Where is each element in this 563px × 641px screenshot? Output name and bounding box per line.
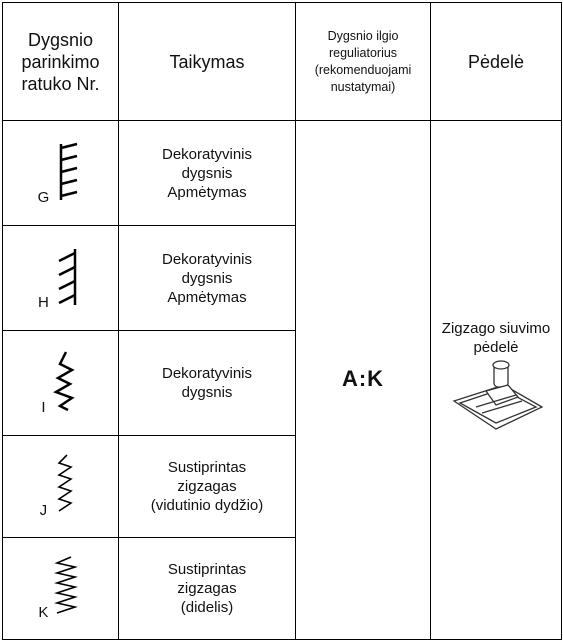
stitch-cell: K: [2, 537, 119, 640]
text-line: Dygsnio ilgio: [327, 28, 399, 43]
presser-foot-icon: [452, 359, 544, 430]
header-cell: Dygsnio ilgio reguliatorius (rekomenduojam…: [295, 2, 431, 121]
row: K Sustiprintas zigzagas (didelis): [2, 537, 562, 640]
length-cell: A:K: [295, 120, 431, 640]
stitch-icon: [52, 350, 75, 411]
application-cell: Sustiprintas zigzagas (vidutinio dydžio): [118, 435, 296, 538]
header-cell: Dygsnio parinkimo ratuko Nr.: [2, 2, 119, 121]
foot-cell: Zigzago siuvimo pėdelė: [430, 120, 562, 640]
text-line: Apmėtymas: [167, 288, 247, 306]
text-line: ratuko Nr.: [21, 73, 100, 94]
stitch-cell: G: [2, 120, 119, 226]
text-line: zigzagas: [177, 580, 237, 597]
text-line: Apmėtymas: [167, 183, 247, 201]
stitch-icon: [58, 248, 77, 305]
row: J Sustiprintas zigzagas (vidutinio dydžio): [2, 435, 562, 538]
text-line: Taikymas: [169, 51, 245, 72]
header-row: Dygsnio parinkimo ratuko Nr. Taikymas Dygs…: [2, 2, 562, 121]
text-line: (rekomenduojami: [314, 62, 412, 77]
text-line: Pėdelė: [467, 51, 525, 72]
text-line: Dygsnio: [27, 29, 94, 50]
text-line: zigzagas: [177, 478, 237, 495]
text-line: dygsnis: [181, 384, 233, 401]
text-line: Zigzago siuvimo: [441, 319, 551, 337]
length-setting: A:K: [341, 366, 385, 391]
text-line: pėdelė: [473, 338, 519, 356]
stitch-cell: H: [2, 225, 119, 331]
stitch-letter: K: [38, 604, 49, 621]
text-line: Dekoratyvinis: [161, 250, 253, 268]
application-cell: Dekoratyvinis dygsnis: [118, 330, 296, 436]
stitch-cell: J: [2, 435, 119, 538]
row: H Dekoratyvinis dygsnis Apmėtymas: [2, 225, 562, 331]
text-line: nustatymai): [330, 79, 396, 94]
text-line: dygsnis: [181, 164, 233, 182]
header-cell: Taikymas: [118, 2, 296, 121]
application-cell: Sustiprintas zigzagas (didelis): [118, 537, 296, 640]
text-line: Dekoratyvinis: [161, 145, 253, 163]
stitch-letter: G: [37, 188, 50, 206]
header-cell: Pėdelė: [430, 2, 562, 121]
stitch-letter: J: [39, 502, 48, 519]
foot-name: Zigzago siuvimo pėdelė: [431, 319, 561, 357]
text-line: parinkimo: [21, 51, 100, 72]
stitch-icon: [53, 556, 78, 614]
text-line: Sustiprintas: [167, 561, 247, 578]
text-line: (didelis): [180, 599, 234, 616]
application-cell: Dekoratyvinis dygsnis Apmėtymas: [118, 120, 296, 226]
stitch-icon: [60, 142, 78, 200]
stitch-icon: [57, 454, 74, 512]
text-line: (vidutinio dydžio): [150, 497, 264, 514]
row: I Dekoratyvinis dygsnis: [2, 330, 562, 436]
text-line: dygsnis: [181, 269, 233, 287]
text-line: Sustiprintas: [167, 459, 247, 476]
stitch-letter: I: [41, 398, 46, 416]
row: G Dekoratyvinis dygsnis Apmėtymas A:K Zigz…: [2, 120, 562, 640]
application-cell: Dekoratyvinis dygsnis Apmėtymas: [118, 225, 296, 331]
text-line: reguliatorius: [328, 45, 398, 60]
stitch-letter: H: [37, 293, 49, 311]
stitch-cell: I: [2, 330, 119, 436]
text-line: Dekoratyvinis: [161, 365, 253, 382]
